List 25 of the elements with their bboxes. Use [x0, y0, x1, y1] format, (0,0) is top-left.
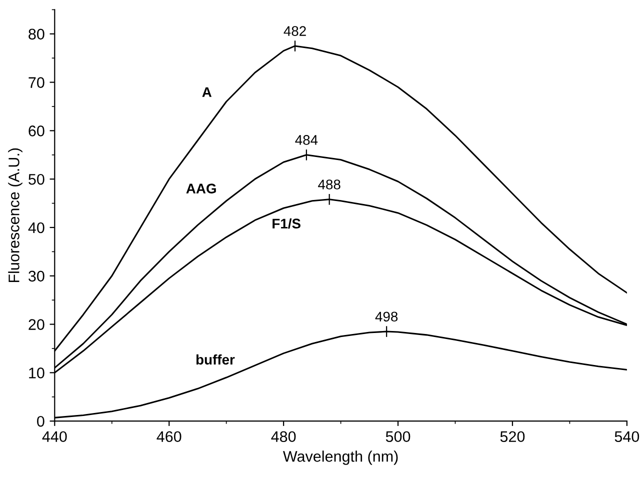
series-label: buffer [196, 354, 235, 365]
x-tick-label: 480 [271, 431, 296, 442]
x-tick-label: 540 [614, 431, 640, 442]
y-tick-label: 50 [28, 174, 44, 185]
annotation: 484 [295, 135, 318, 145]
x-tick-label: 520 [500, 431, 525, 442]
y-axis-title: Fluorescence (A.U.) [8, 148, 22, 282]
y-tick-label: 20 [28, 319, 44, 330]
series-label: A [202, 87, 212, 97]
y-tick-label: 70 [28, 77, 44, 88]
y-tick-label: 40 [28, 222, 44, 234]
series-label: F1/S [272, 218, 300, 229]
y-tick-label: 10 [29, 368, 44, 378]
y-tick-label: 0 [37, 416, 44, 427]
y-tick-label: 30 [28, 270, 44, 282]
annotation: 482 [284, 26, 306, 36]
x-axis-title: Wavelength (nm) [282, 450, 398, 465]
y-tick-label: 60 [28, 126, 44, 136]
y-tick-label: 80 [28, 28, 44, 40]
x-tick-label: 440 [42, 431, 67, 442]
annotation: 488 [318, 180, 340, 190]
series-label: AAG [186, 184, 216, 194]
x-tick-label: 460 [156, 431, 182, 442]
x-tick-label: 500 [386, 431, 410, 442]
annotation: 498 [375, 312, 398, 322]
